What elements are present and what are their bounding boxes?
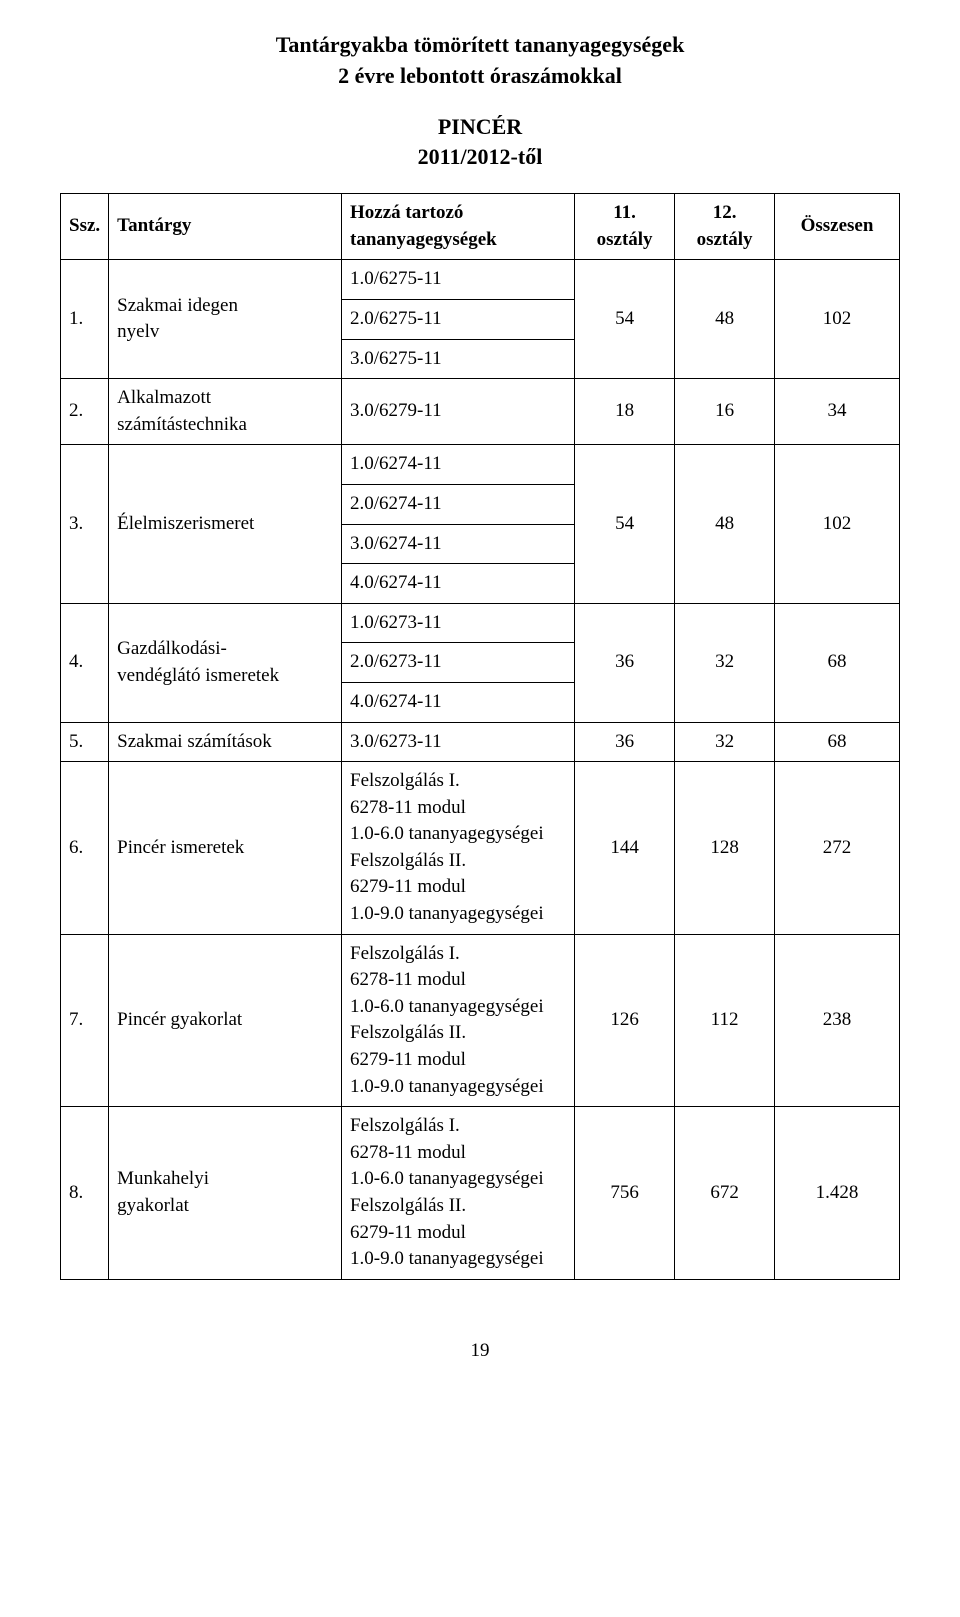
row5-c12: 32: [675, 722, 775, 762]
header-row: Ssz. Tantárgy Hozzá tartozó tananyagegys…: [61, 194, 900, 260]
subtitle-block: PINCÉR 2011/2012-től: [60, 112, 900, 174]
table-row: 7. Pincér gyakorlat Felszolgálás I. 6278…: [61, 934, 900, 1107]
row4-subject: Gazdálkodási- vendéglátó ismeretek: [109, 603, 342, 722]
row4-unit1: 1.0/6273-11: [342, 603, 575, 643]
table-row: 1. Szakmai idegen nyelv 1.0/6275-11 54 4…: [61, 260, 900, 300]
row2-num: 2.: [61, 379, 109, 445]
header-subject: Tantárgy: [109, 194, 342, 260]
header-c11: 11. osztály: [575, 194, 675, 260]
row7-subject: Pincér gyakorlat: [109, 934, 342, 1107]
row3-unit2: 2.0/6274-11: [342, 484, 575, 524]
row7-total: 238: [775, 934, 900, 1107]
table-row: 5. Szakmai számítások 3.0/6273-11 36 32 …: [61, 722, 900, 762]
header-c12-l2: osztály: [683, 227, 766, 254]
row3-unit3: 3.0/6274-11: [342, 524, 575, 564]
row6-unit: Felszolgálás I. 6278-11 modul 1.0-6.0 ta…: [342, 762, 575, 935]
row8-unit: Felszolgálás I. 6278-11 modul 1.0-6.0 ta…: [342, 1107, 575, 1280]
row3-c11: 54: [575, 445, 675, 603]
row2-c12: 16: [675, 379, 775, 445]
header-c12-l1: 12.: [683, 200, 766, 227]
row4-unit2: 2.0/6273-11: [342, 643, 575, 683]
table-row: 4. Gazdálkodási- vendéglátó ismeretek 1.…: [61, 603, 900, 643]
row6-total: 272: [775, 762, 900, 935]
row1-subject: Szakmai idegen nyelv: [109, 260, 342, 379]
row3-subject: Élelmiszerismeret: [109, 445, 342, 603]
header-c12: 12. osztály: [675, 194, 775, 260]
row6-num: 6.: [61, 762, 109, 935]
title-block: Tantárgyakba tömörített tananyagegységek…: [60, 30, 900, 92]
table-row: 6. Pincér ismeretek Felszolgálás I. 6278…: [61, 762, 900, 935]
row1-num: 1.: [61, 260, 109, 379]
curriculum-table: Ssz. Tantárgy Hozzá tartozó tananyagegys…: [60, 193, 900, 1280]
title-line-2: 2 évre lebontott óraszámokkal: [60, 61, 900, 92]
row2-unit: 3.0/6279-11: [342, 379, 575, 445]
table-row: 2. Alkalmazott számítástechnika 3.0/6279…: [61, 379, 900, 445]
row1-unit2: 2.0/6275-11: [342, 299, 575, 339]
row3-c12: 48: [675, 445, 775, 603]
row5-total: 68: [775, 722, 900, 762]
row6-c11: 144: [575, 762, 675, 935]
row6-c12: 128: [675, 762, 775, 935]
row7-unit: Felszolgálás I. 6278-11 modul 1.0-6.0 ta…: [342, 934, 575, 1107]
page: Tantárgyakba tömörített tananyagegységek…: [0, 0, 960, 1392]
title-line-1: Tantárgyakba tömörített tananyagegységek: [60, 30, 900, 61]
row8-subject: Munkahelyi gyakorlat: [109, 1107, 342, 1280]
row4-num: 4.: [61, 603, 109, 722]
table-row: 8. Munkahelyi gyakorlat Felszolgálás I. …: [61, 1107, 900, 1280]
row4-unit3: 4.0/6274-11: [342, 682, 575, 722]
row7-c11: 126: [575, 934, 675, 1107]
header-total: Összesen: [775, 194, 900, 260]
row5-c11: 36: [575, 722, 675, 762]
row2-c11: 18: [575, 379, 675, 445]
row8-c12: 672: [675, 1107, 775, 1280]
page-number: 19: [60, 1340, 900, 1362]
header-units: Hozzá tartozó tananyagegységek: [342, 194, 575, 260]
row2-total: 34: [775, 379, 900, 445]
row5-num: 5.: [61, 722, 109, 762]
row4-c12: 32: [675, 603, 775, 722]
header-c11-l2: osztály: [583, 227, 666, 254]
header-c11-l1: 11.: [583, 200, 666, 227]
row7-num: 7.: [61, 934, 109, 1107]
row6-subject: Pincér ismeretek: [109, 762, 342, 935]
row3-num: 3.: [61, 445, 109, 603]
row4-total: 68: [775, 603, 900, 722]
subtitle-line-2: 2011/2012-től: [60, 142, 900, 173]
header-units-l2: tananyagegységek: [350, 227, 566, 254]
subtitle-line-1: PINCÉR: [60, 112, 900, 143]
row1-unit3: 3.0/6275-11: [342, 339, 575, 379]
row3-unit4: 4.0/6274-11: [342, 564, 575, 604]
row8-num: 8.: [61, 1107, 109, 1280]
row8-c11: 756: [575, 1107, 675, 1280]
table-row: 3. Élelmiszerismeret 1.0/6274-11 54 48 1…: [61, 445, 900, 485]
row5-unit: 3.0/6273-11: [342, 722, 575, 762]
row1-total: 102: [775, 260, 900, 379]
row1-unit1: 1.0/6275-11: [342, 260, 575, 300]
row3-unit1: 1.0/6274-11: [342, 445, 575, 485]
row7-c12: 112: [675, 934, 775, 1107]
row1-c11: 54: [575, 260, 675, 379]
row8-total: 1.428: [775, 1107, 900, 1280]
row3-total: 102: [775, 445, 900, 603]
header-num: Ssz.: [61, 194, 109, 260]
row1-c12: 48: [675, 260, 775, 379]
row5-subject: Szakmai számítások: [109, 722, 342, 762]
row2-subject: Alkalmazott számítástechnika: [109, 379, 342, 445]
header-units-l1: Hozzá tartozó: [350, 200, 566, 227]
row4-c11: 36: [575, 603, 675, 722]
